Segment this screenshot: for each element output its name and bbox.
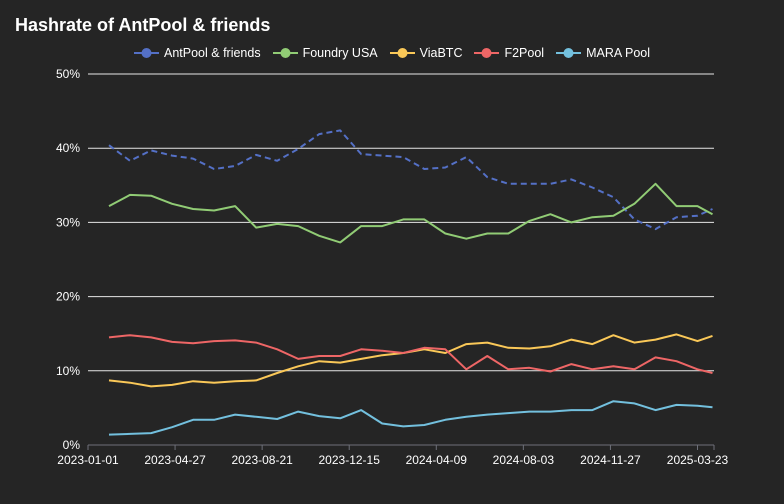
legend-item-mara-pool[interactable]: MARA Pool — [556, 46, 650, 60]
x-tick-label: 2023-08-21 — [231, 453, 293, 467]
x-tick-label: 2025-03-23 — [667, 453, 729, 467]
series-line-mara-pool — [108, 400, 713, 436]
legend-label: F2Pool — [504, 46, 545, 60]
legend-label: Foundry USA — [302, 46, 378, 60]
legend: AntPool & friends Foundry USA ViaBTC F2Pool… — [0, 46, 784, 60]
x-tick-label: 2024-04-09 — [406, 453, 468, 467]
y-tick-label: 50% — [56, 67, 80, 81]
legend-marker-icon — [389, 48, 415, 58]
y-tick-label: 30% — [56, 215, 80, 229]
legend-marker-icon — [474, 48, 500, 58]
series-line-foundry-usa — [108, 182, 713, 244]
series-line-f2pool — [108, 334, 713, 374]
legend-item-antpool-friends[interactable]: AntPool & friends — [134, 46, 261, 60]
y-tick-label: 10% — [56, 364, 80, 378]
x-tick-label: 2023-12-15 — [319, 453, 381, 467]
x-tick-label: 2024-08-03 — [493, 453, 555, 467]
legend-marker-icon — [272, 48, 298, 58]
x-tick-label: 2023-01-01 — [57, 453, 119, 467]
legend-item-foundry-usa[interactable]: Foundry USA — [272, 46, 378, 60]
legend-item-f2pool[interactable]: F2Pool — [474, 46, 544, 60]
legend-marker-icon — [134, 48, 159, 58]
legend-label: ViaBTC — [419, 46, 463, 60]
y-tick-label: 20% — [56, 290, 80, 304]
y-tick-label: 40% — [56, 141, 80, 155]
legend-item-viabtc[interactable]: ViaBTC — [389, 46, 463, 60]
legend-label: MARA Pool — [586, 46, 650, 60]
legend-label: AntPool & friends — [164, 46, 261, 60]
x-tick-label: 2024-11-27 — [580, 453, 641, 467]
chart-title: Hashrate of AntPool & friends — [15, 15, 271, 35]
series-line-antpool-friends — [108, 129, 713, 231]
y-tick-label: 0% — [63, 438, 81, 452]
legend-marker-icon — [556, 48, 582, 58]
x-tick-label: 2023-04-27 — [144, 453, 206, 467]
